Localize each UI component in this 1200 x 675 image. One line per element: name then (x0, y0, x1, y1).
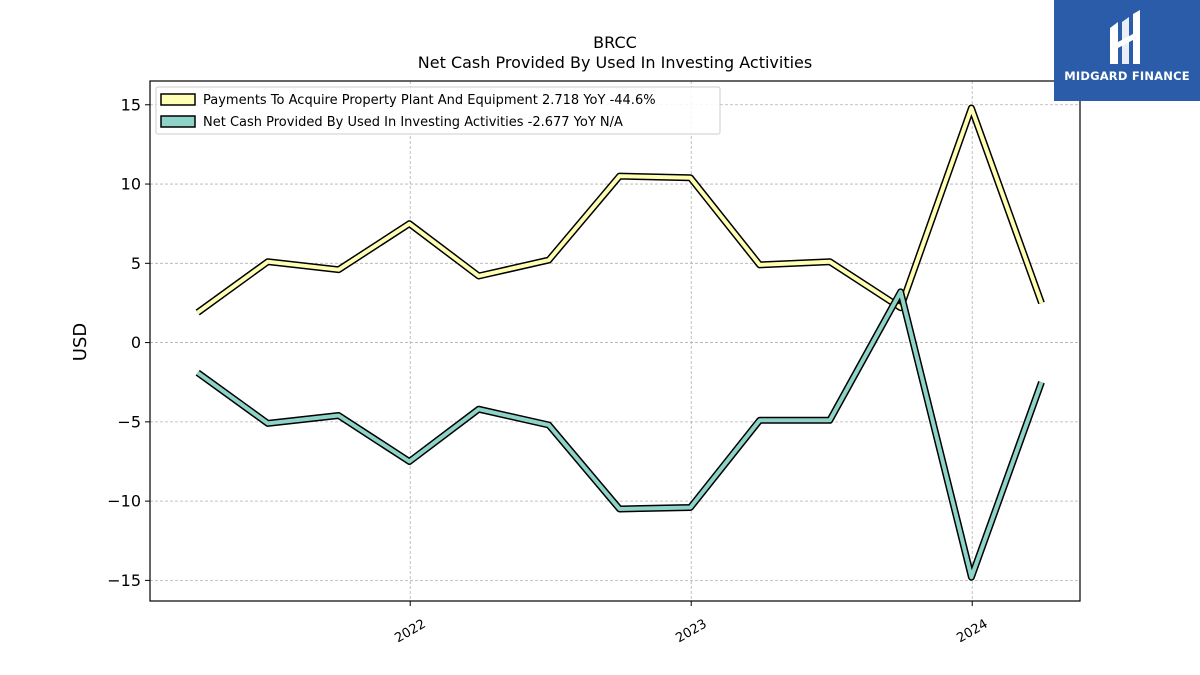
legend-swatch-investing (160, 115, 196, 128)
chart-title: BRCC (593, 33, 637, 52)
series-line-outline-capex (195, 104, 1045, 316)
y-tick-label: 10 (121, 175, 141, 194)
y-tick-label: −5 (117, 412, 141, 431)
x-tick-label: 2022 (392, 617, 428, 647)
series-lines (195, 104, 1045, 581)
series-line-investing (196, 289, 1044, 580)
legend-label-investing: Net Cash Provided By Used In Investing A… (203, 115, 623, 130)
y-tick-label: −15 (107, 571, 141, 590)
x-tick-label: 2023 (673, 617, 709, 647)
grid (150, 81, 1080, 601)
y-tick-label: 15 (121, 95, 141, 114)
y-tick-label: 0 (131, 333, 141, 352)
legend-box (155, 86, 721, 135)
series-line-outline-investing (195, 288, 1045, 581)
x-tick-label: 2024 (954, 617, 990, 647)
midgard-logo-icon (1110, 10, 1140, 64)
legend-swatch-capex (160, 93, 196, 106)
brand-logo: MIDGARD FINANCE (1054, 0, 1200, 101)
brand-name: MIDGARD FINANCE (1064, 69, 1190, 83)
y-tick-label: 5 (131, 254, 141, 273)
chart-subtitle: Net Cash Provided By Used In Investing A… (418, 53, 812, 72)
legend: Payments To Acquire Property Plant And E… (155, 86, 721, 135)
series-line-capex (196, 106, 1044, 315)
y-axis-label: USD (70, 323, 91, 361)
y-tick-label: −10 (107, 492, 141, 511)
plot-frame (149, 80, 1081, 602)
legend-label-capex: Payments To Acquire Property Plant And E… (203, 93, 656, 108)
